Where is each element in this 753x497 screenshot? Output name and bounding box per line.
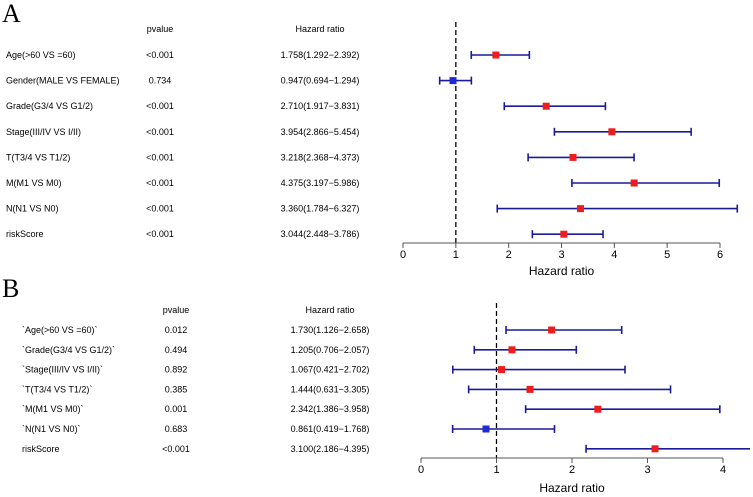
x-tick-label: 2 — [506, 249, 512, 261]
hr-point-marker — [577, 205, 585, 213]
row-hazard-ratio: 4.375(3.197−5.986) — [281, 178, 360, 188]
row-hazard-ratio: 3.360(1.784−6.327) — [281, 204, 360, 214]
x-tick-label: 0 — [418, 464, 424, 476]
x-tick-label: 1 — [453, 249, 459, 261]
row-label: N(N1 VS N0) — [6, 204, 59, 214]
row-label: riskScore — [6, 229, 44, 239]
hr-point-marker — [594, 405, 602, 413]
row-label: Age(>60 VS =60) — [6, 50, 76, 60]
row-label: T(T3/4 VS T1/2) — [6, 152, 70, 162]
row-pvalue: <0.001 — [146, 50, 174, 60]
row-hazard-ratio: 3.218(2.368−4.373) — [281, 152, 360, 162]
row-label: `Age(>60 VS =60)` — [22, 325, 98, 335]
pvalue-header: pvalue — [163, 305, 190, 315]
row-hazard-ratio: 2.342(1.386−3.958) — [291, 404, 370, 414]
panel-letter: A — [2, 0, 21, 28]
hazard-header: Hazard ratio — [295, 24, 344, 34]
hr-point-marker — [482, 425, 490, 433]
row-hazard-ratio: 3.954(2.866−5.454) — [281, 127, 360, 137]
x-axis-title: Hazard ratio — [539, 481, 605, 495]
row-label: `T(T3/4 VS T1/2)` — [22, 384, 92, 394]
x-tick-label: 1 — [493, 464, 499, 476]
x-tick-label: 4 — [611, 249, 617, 261]
hr-point-marker — [651, 445, 659, 453]
x-tick-label: 6 — [717, 249, 723, 261]
row-label: Gender(MALE VS FEMALE) — [6, 76, 120, 86]
row-label: Stage(III/IV VS I/II) — [6, 127, 81, 137]
hr-point-marker — [542, 102, 550, 110]
hr-point-marker — [508, 346, 516, 354]
row-pvalue: <0.001 — [146, 178, 174, 188]
row-label: `M(M1 VS M0)` — [22, 404, 84, 414]
x-tick-label: 2 — [569, 464, 575, 476]
row-pvalue: 0.734 — [149, 76, 172, 86]
hazard-header: Hazard ratio — [305, 305, 354, 315]
hr-point-marker — [630, 179, 638, 187]
x-tick-label: 5 — [664, 249, 670, 261]
row-label: `Grade(G3/4 VS G1/2)` — [22, 345, 115, 355]
hr-point-marker — [548, 326, 556, 334]
row-label: Grade(G3/4 VS G1/2) — [6, 101, 93, 111]
row-pvalue: 0.012 — [165, 325, 188, 335]
row-hazard-ratio: 1.758(1.292−2.392) — [281, 50, 360, 60]
row-pvalue: 0.892 — [165, 365, 188, 375]
x-tick-label: 3 — [644, 464, 650, 476]
row-hazard-ratio: 0.861(0.419−1.768) — [291, 424, 370, 434]
row-pvalue: <0.001 — [146, 204, 174, 214]
row-hazard-ratio: 3.100(2.186−4.395) — [291, 444, 370, 454]
hr-point-marker — [560, 230, 568, 238]
hr-point-marker — [608, 128, 616, 136]
row-hazard-ratio: 0.947(0.694−1.294) — [281, 76, 360, 86]
row-label: `Stage(III/IV VS I/II)` — [22, 365, 103, 375]
row-pvalue: <0.001 — [146, 229, 174, 239]
hr-point-marker — [492, 51, 500, 59]
row-label: `N(N1 VS N0)` — [22, 424, 81, 434]
row-pvalue: <0.001 — [146, 101, 174, 111]
row-pvalue: 0.001 — [165, 404, 188, 414]
pvalue-header: pvalue — [147, 24, 174, 34]
row-label: M(M1 VS M0) — [6, 178, 62, 188]
x-tick-label: 4 — [720, 464, 726, 476]
row-label: riskScore — [22, 444, 60, 454]
row-hazard-ratio: 1.730(1.126−2.658) — [291, 325, 370, 335]
row-pvalue: <0.001 — [146, 127, 174, 137]
row-hazard-ratio: 1.067(0.421−2.702) — [291, 365, 370, 375]
row-pvalue: 0.683 — [165, 424, 188, 434]
hr-point-marker — [526, 385, 534, 393]
hr-point-marker — [498, 366, 506, 374]
panel-letter: B — [2, 274, 19, 303]
row-pvalue: <0.001 — [162, 444, 190, 454]
x-tick-label: 3 — [558, 249, 564, 261]
hr-point-marker — [569, 153, 577, 161]
row-hazard-ratio: 2.710(1.917−3.831) — [281, 101, 360, 111]
x-axis-title: Hazard ratio — [529, 264, 595, 278]
hr-point-marker — [449, 77, 457, 85]
row-hazard-ratio: 1.205(0.706−2.057) — [291, 345, 370, 355]
row-pvalue: 0.385 — [165, 384, 188, 394]
row-pvalue: <0.001 — [146, 152, 174, 162]
x-tick-label: 0 — [400, 249, 406, 261]
row-hazard-ratio: 1.444(0.631−3.305) — [291, 384, 370, 394]
row-hazard-ratio: 3.044(2.448−3.786) — [281, 229, 360, 239]
row-pvalue: 0.494 — [165, 345, 188, 355]
